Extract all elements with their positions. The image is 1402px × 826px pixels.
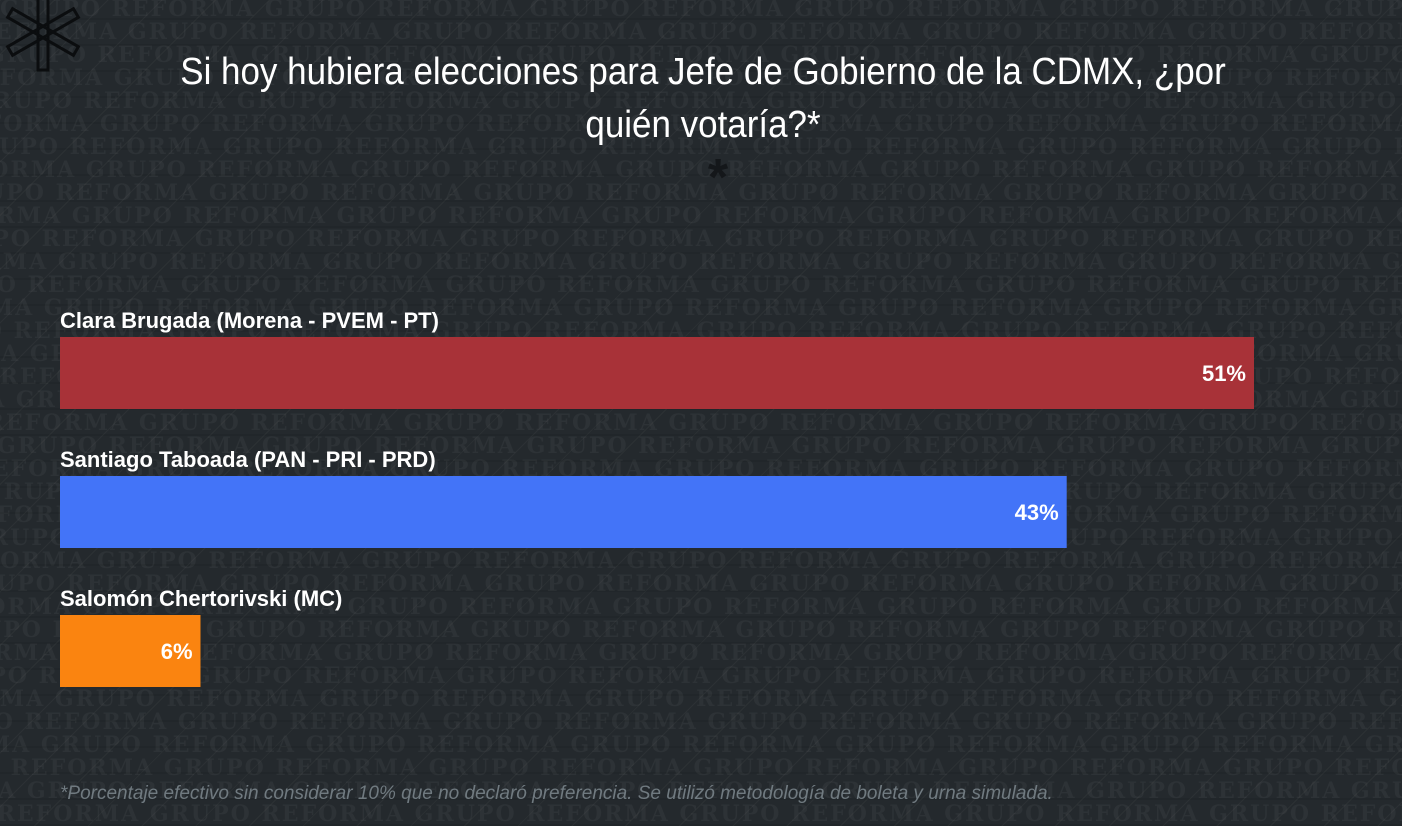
value-label: 43% <box>1015 500 1059 525</box>
category-label: Santiago Taboada (PAN - PRI - PRD) <box>60 447 436 472</box>
bar <box>60 615 201 687</box>
logo-icon <box>5 0 81 72</box>
footnote: *Porcentaje efectivo sin considerar 10% … <box>60 783 1053 804</box>
bar <box>60 476 1067 548</box>
category-label: Salomón Chertorivski (MC) <box>60 586 342 611</box>
category-label: Clara Brugada (Morena - PVEM - PT) <box>60 308 439 333</box>
bar <box>60 337 1254 409</box>
value-label: 51% <box>1202 361 1246 386</box>
asterisk-icon: * <box>707 149 729 207</box>
value-label: 6% <box>161 639 193 664</box>
page-title: Si hoy hubiera elecciones para Jefe de G… <box>180 51 1226 146</box>
